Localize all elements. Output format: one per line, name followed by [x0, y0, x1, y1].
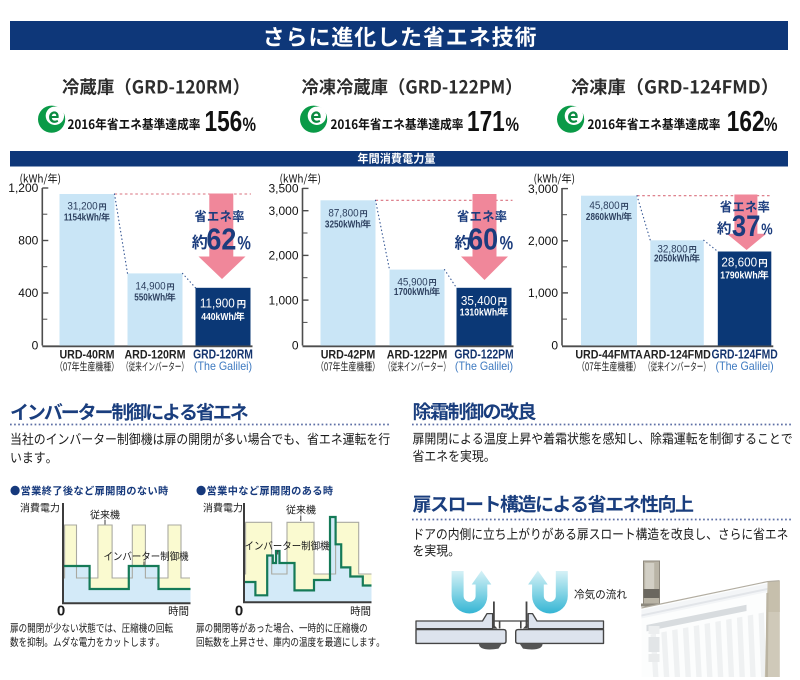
svg-text:(The Galilei): (The Galilei) — [194, 361, 252, 373]
svg-text:(The Galilei): (The Galilei) — [455, 361, 513, 373]
svg-text:0: 0 — [57, 603, 65, 620]
svg-text:1700kWh/: 1700kWh/ — [394, 286, 432, 297]
svg-text:0: 0 — [551, 339, 558, 353]
svg-text:1154kWh/: 1154kWh/ — [64, 212, 102, 223]
svg-text:171: 171 — [467, 104, 505, 137]
svg-text:%: % — [243, 113, 257, 135]
svg-text:0: 0 — [235, 603, 243, 620]
svg-text:%: % — [237, 232, 251, 254]
svg-text:1,200: 1,200 — [8, 181, 38, 195]
svg-text:3,000: 3,000 — [528, 182, 558, 196]
svg-text:2,000: 2,000 — [268, 249, 298, 263]
svg-text:1,000: 1,000 — [268, 293, 298, 307]
svg-text:GRD-124FMD: GRD-124FMD — [711, 349, 777, 362]
svg-text:28,600: 28,600 — [721, 255, 757, 270]
svg-text:31,200: 31,200 — [67, 201, 97, 213]
svg-text:62: 62 — [206, 223, 236, 257]
svg-text:550kWh/: 550kWh/ — [134, 292, 168, 303]
svg-text:GRD-122PM: GRD-122PM — [454, 349, 513, 362]
svg-text:%: % — [764, 113, 778, 135]
svg-text:45,900: 45,900 — [397, 277, 427, 289]
svg-text:ARD-122PM: ARD-122PM — [387, 349, 447, 362]
svg-text:162: 162 — [727, 104, 765, 137]
svg-text:0: 0 — [292, 339, 299, 353]
svg-text:0: 0 — [32, 339, 39, 353]
svg-text:37: 37 — [732, 209, 761, 242]
svg-text:14,900: 14,900 — [135, 281, 165, 293]
svg-text:2860kWh/: 2860kWh/ — [586, 211, 624, 222]
svg-text:800: 800 — [18, 234, 38, 248]
svg-text:2,000: 2,000 — [528, 234, 558, 248]
svg-text:%: % — [506, 113, 520, 135]
svg-text:440kWh/: 440kWh/ — [201, 311, 236, 323]
svg-text:3,000: 3,000 — [268, 204, 298, 218]
svg-text:GRD-120RM: GRD-120RM — [193, 349, 253, 362]
svg-text:32,800: 32,800 — [657, 244, 687, 256]
svg-text:35,400: 35,400 — [461, 293, 497, 308]
svg-text:400: 400 — [18, 286, 38, 300]
svg-text:URD-40RM: URD-40RM — [59, 349, 114, 362]
svg-text:87,800: 87,800 — [328, 208, 358, 220]
svg-text:156: 156 — [205, 104, 243, 137]
svg-text:ARD-124FMD: ARD-124FMD — [643, 349, 711, 362]
svg-text:45,800: 45,800 — [589, 201, 619, 213]
svg-text:(The Galilei): (The Galilei) — [716, 361, 774, 373]
svg-text:URD-44FMTA: URD-44FMTA — [575, 349, 642, 362]
svg-text:URD-42PM: URD-42PM — [321, 349, 376, 362]
svg-text:60: 60 — [468, 223, 498, 257]
svg-text:%: % — [761, 221, 772, 239]
svg-text:1790kWh/: 1790kWh/ — [720, 270, 760, 282]
svg-text:11,900: 11,900 — [200, 296, 235, 311]
svg-text:1310kWh/: 1310kWh/ — [460, 307, 500, 319]
svg-text:2050kWh/: 2050kWh/ — [654, 253, 692, 264]
svg-text:ARD-120RM: ARD-120RM — [124, 349, 185, 362]
svg-text:%: % — [500, 232, 514, 254]
svg-text:1,000: 1,000 — [528, 286, 558, 300]
svg-text:3,500: 3,500 — [268, 182, 298, 196]
svg-text:3250kWh/: 3250kWh/ — [325, 219, 363, 230]
